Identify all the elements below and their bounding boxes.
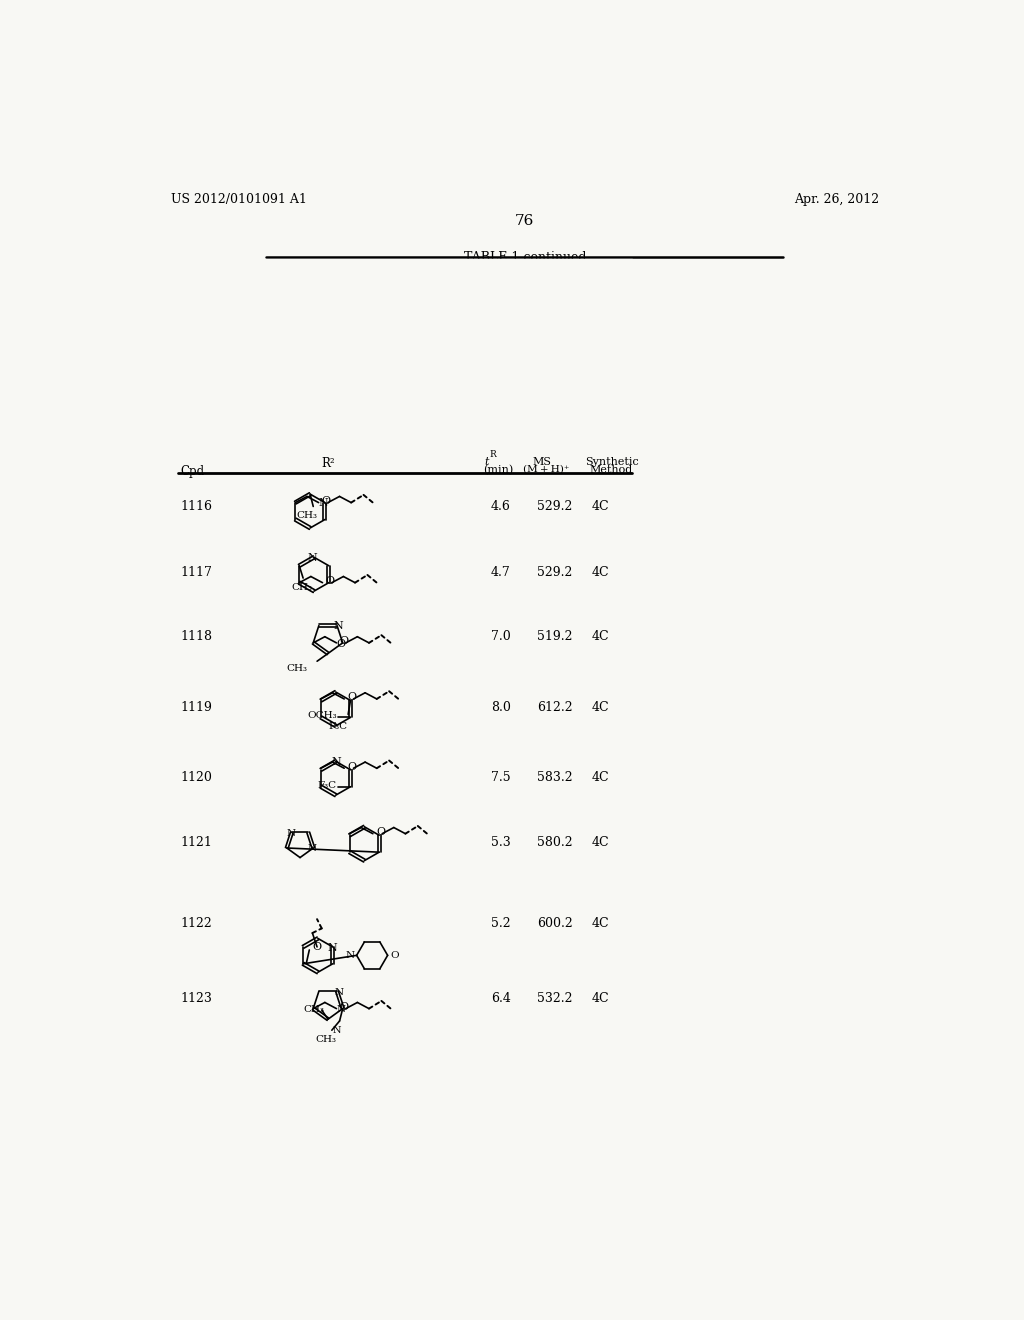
Text: O: O xyxy=(347,693,356,702)
Text: 1119: 1119 xyxy=(180,701,213,714)
Text: 4.6: 4.6 xyxy=(490,499,511,512)
Text: 4C: 4C xyxy=(592,993,609,1006)
Text: CH₃: CH₃ xyxy=(315,1035,336,1044)
Text: N: N xyxy=(318,499,329,508)
Text: CH₃: CH₃ xyxy=(287,664,308,673)
Text: O: O xyxy=(322,496,331,506)
Text: 600.2: 600.2 xyxy=(538,917,573,929)
Text: O: O xyxy=(340,1002,349,1012)
Text: OCH₃: OCH₃ xyxy=(307,711,337,721)
Text: COOH: COOH xyxy=(415,280,456,293)
Text: F₃C: F₃C xyxy=(317,780,337,789)
Text: Synthetic: Synthetic xyxy=(586,457,639,467)
Text: N: N xyxy=(334,987,343,997)
Text: 5.3: 5.3 xyxy=(490,836,510,849)
Text: O: O xyxy=(340,636,349,647)
Text: Apr. 26, 2012: Apr. 26, 2012 xyxy=(794,193,879,206)
Text: O: O xyxy=(388,346,398,359)
Text: CH₃: CH₃ xyxy=(291,582,312,591)
Text: 4C: 4C xyxy=(592,499,609,512)
Text: R: R xyxy=(489,450,497,459)
Text: 76: 76 xyxy=(515,214,535,228)
Text: O: O xyxy=(389,341,399,354)
Text: 1117: 1117 xyxy=(180,566,213,579)
Text: (M + H)⁺: (M + H)⁺ xyxy=(523,465,569,474)
Text: 8.0: 8.0 xyxy=(490,701,511,714)
Text: 1116: 1116 xyxy=(180,499,213,512)
Text: 1123: 1123 xyxy=(180,993,213,1006)
Text: O: O xyxy=(312,942,322,952)
Text: 1121: 1121 xyxy=(180,836,213,849)
Text: 532.2: 532.2 xyxy=(538,993,572,1006)
Text: N: N xyxy=(404,315,415,329)
Text: O: O xyxy=(386,343,396,356)
Text: 4C: 4C xyxy=(592,771,609,784)
Text: TABLE 1-continued: TABLE 1-continued xyxy=(464,251,586,264)
Text: O: O xyxy=(337,301,346,312)
Text: 519.2: 519.2 xyxy=(538,631,572,643)
Text: 7.5: 7.5 xyxy=(490,771,510,784)
Text: N: N xyxy=(332,1026,341,1035)
Text: O: O xyxy=(336,294,346,308)
Text: O: O xyxy=(326,576,335,586)
Text: 529.2: 529.2 xyxy=(538,499,572,512)
Text: (min): (min) xyxy=(483,465,513,475)
Text: 4C: 4C xyxy=(592,631,609,643)
Text: 1120: 1120 xyxy=(180,771,213,784)
Text: Method: Method xyxy=(590,465,633,475)
Text: t: t xyxy=(484,457,489,467)
Text: O: O xyxy=(389,337,399,350)
Text: 4C: 4C xyxy=(592,917,609,929)
Text: COOH: COOH xyxy=(413,284,451,297)
Text: O: O xyxy=(376,828,385,837)
Text: 529.2: 529.2 xyxy=(538,566,572,579)
Text: R²: R² xyxy=(266,372,281,385)
Text: CH₃: CH₃ xyxy=(297,511,317,520)
Text: MS: MS xyxy=(532,457,552,467)
Text: R²: R² xyxy=(269,374,284,387)
Text: 612.2: 612.2 xyxy=(538,701,572,714)
Text: N: N xyxy=(345,950,354,960)
Text: 6.4: 6.4 xyxy=(490,993,511,1006)
Text: O: O xyxy=(390,950,398,960)
Text: 4.7: 4.7 xyxy=(490,566,510,579)
Text: N: N xyxy=(287,829,296,838)
Text: N: N xyxy=(334,622,343,631)
Text: 580.2: 580.2 xyxy=(538,836,572,849)
Text: O: O xyxy=(347,762,356,772)
Text: '''CH₃: '''CH₃ xyxy=(488,391,520,400)
Text: 4C: 4C xyxy=(592,701,609,714)
Text: N: N xyxy=(308,845,317,853)
Text: 7.0: 7.0 xyxy=(490,631,510,643)
Text: O: O xyxy=(337,639,346,648)
Text: 1122: 1122 xyxy=(180,917,212,929)
Text: N: N xyxy=(332,758,341,767)
Text: N: N xyxy=(403,314,415,327)
Text: CH₃: CH₃ xyxy=(502,383,524,393)
Text: N: N xyxy=(307,553,317,564)
Text: R²: R² xyxy=(322,457,335,470)
Text: 5.2: 5.2 xyxy=(490,917,510,929)
Text: 4C: 4C xyxy=(592,836,609,849)
Text: 1118: 1118 xyxy=(180,631,213,643)
Text: N: N xyxy=(337,1005,346,1014)
Text: US 2012/0101091 A1: US 2012/0101091 A1 xyxy=(171,193,306,206)
Text: O: O xyxy=(386,348,396,362)
Text: Cpd: Cpd xyxy=(180,465,205,478)
Text: 583.2: 583.2 xyxy=(538,771,572,784)
Text: 4C: 4C xyxy=(592,566,609,579)
Text: N: N xyxy=(327,942,337,953)
Text: CH₃: CH₃ xyxy=(303,1006,325,1014)
Text: F₃C: F₃C xyxy=(329,722,347,731)
